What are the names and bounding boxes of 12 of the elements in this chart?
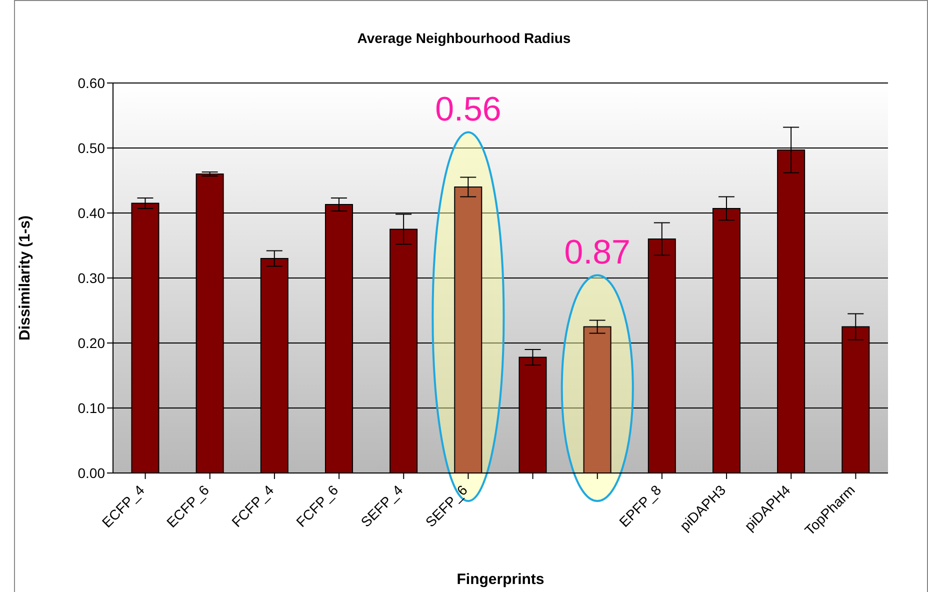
y-tick-label: 0.10	[78, 400, 106, 416]
y-tick-label: 0.30	[78, 270, 106, 286]
y-tick-label: 0.40	[78, 204, 106, 221]
y-tick-label: 0.50	[78, 140, 106, 156]
y-tick-label: 0.60	[78, 74, 106, 91]
x-axis-title: Fingerprints	[456, 571, 544, 588]
chart-title: Average Neighbourhood Radius	[356, 30, 572, 46]
annotation: 0.87	[564, 233, 630, 272]
y-tick-label: 0.20	[78, 334, 106, 351]
y-tick-label: 0.00	[78, 464, 106, 481]
annotation: 0.56	[435, 90, 502, 128]
y-axis-title: Dissimilarity (1-s)	[16, 215, 34, 341]
